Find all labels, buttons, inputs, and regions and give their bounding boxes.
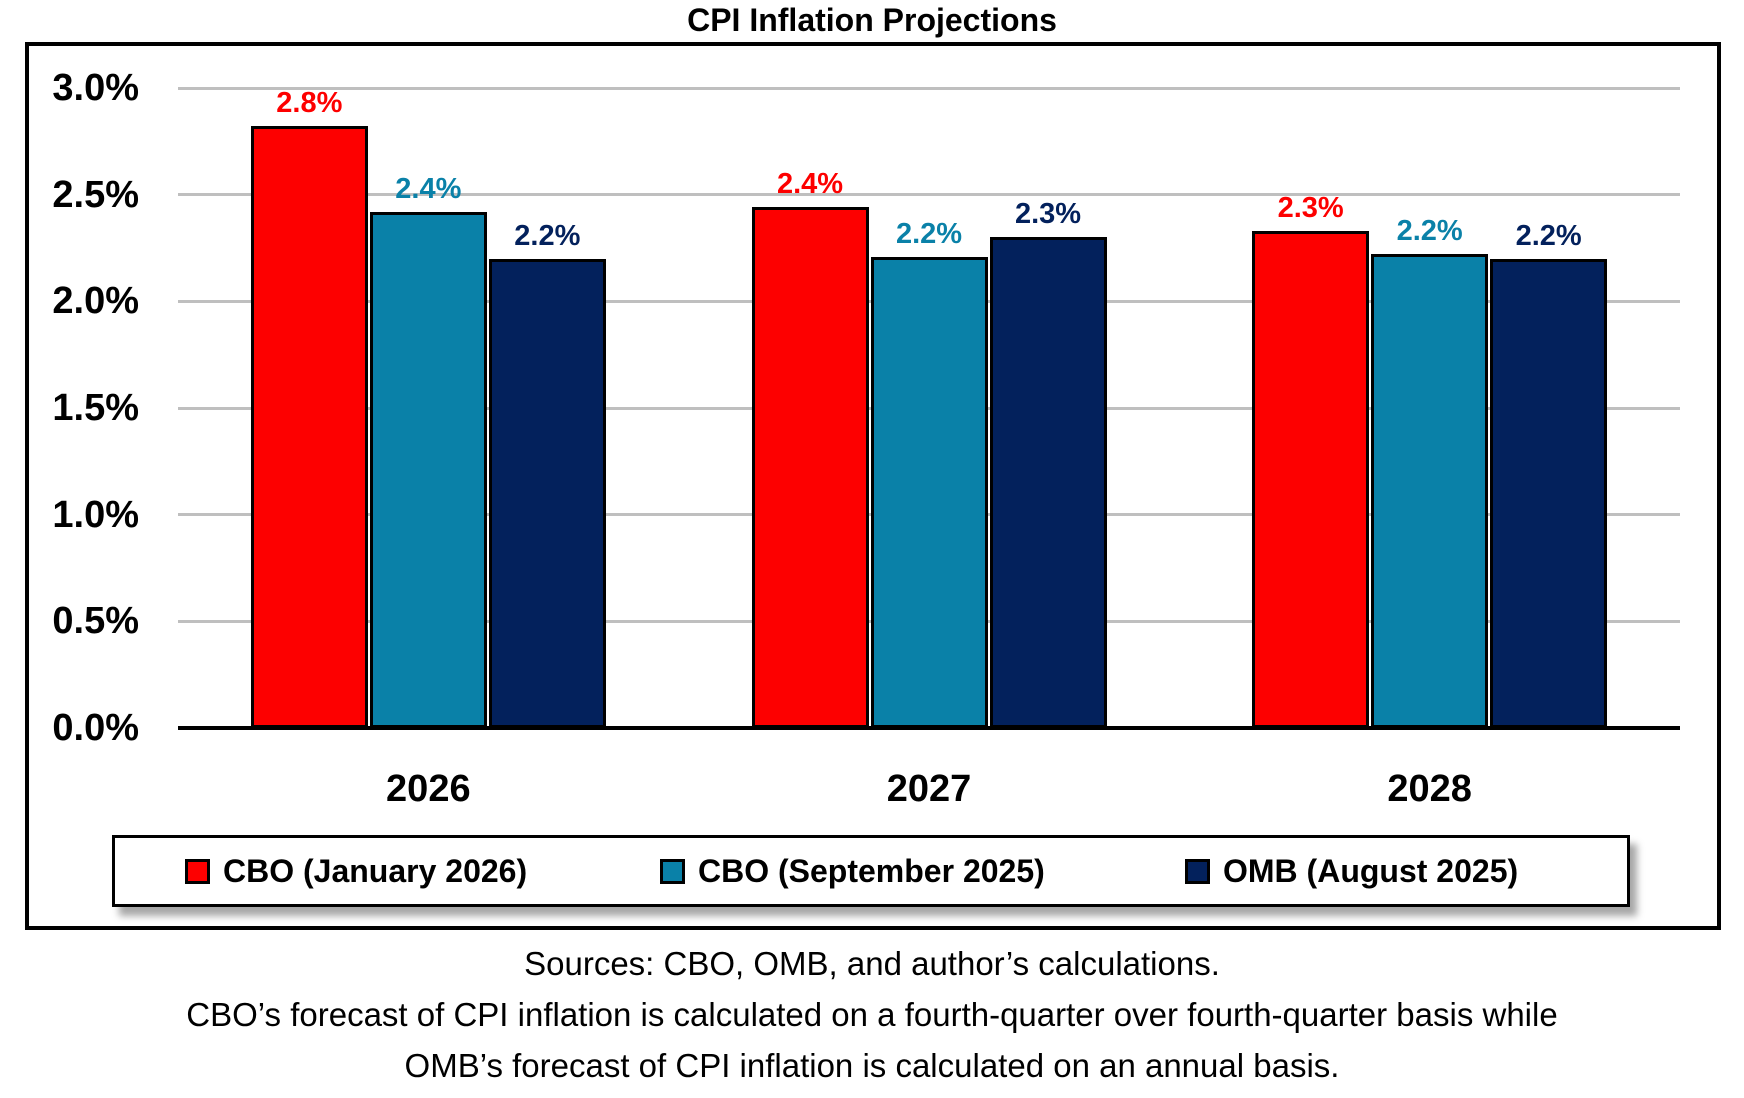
y-gridline xyxy=(178,193,1680,197)
bar-2028-omb-august-2025- xyxy=(1490,258,1608,728)
sources-line: Sources: CBO, OMB, and author’s calculat… xyxy=(524,945,1220,982)
bar-2027-cbo-september-2025- xyxy=(870,256,988,728)
legend-item: CBO (January 2026) xyxy=(185,838,527,904)
bar-2027-omb-august-2025- xyxy=(989,237,1107,728)
bar-value-label: 2.8% xyxy=(276,87,343,120)
chart-legend: CBO (January 2026) CBO (September 2025) OM… xyxy=(112,835,1630,907)
legend-swatch-cbo-september-2025- xyxy=(660,858,685,884)
chart-plot-area-frame: 3.0% 2.5% 2.0% 1.5% 1.0% 0.5% 0.0% 2.8% 2.4% 2.2%… xyxy=(25,42,1721,930)
bar-2027-cbo-january-2026- xyxy=(751,207,869,728)
bar-2026-omb-august-2025- xyxy=(488,258,606,728)
y-gridline xyxy=(178,86,1680,90)
note-line-1: CBO’s forecast of CPI inflation is calcu… xyxy=(186,996,1558,1033)
x-axis-line xyxy=(178,726,1680,730)
legend-item: OMB (August 2025) xyxy=(1185,838,1518,904)
chart-title: CPI Inflation Projections xyxy=(687,2,1057,38)
bar-value-label: 2.2% xyxy=(895,217,963,250)
bar-2026-cbo-september-2025- xyxy=(369,211,487,728)
note-line-2: OMB’s forecast of CPI inflation is calcu… xyxy=(404,1047,1340,1084)
y-axis-tick-label: 2.5% xyxy=(52,173,139,216)
legend-label: CBO (September 2025) xyxy=(698,852,1045,889)
x-axis-category-label: 2028 xyxy=(1387,768,1472,810)
bar-value-label: 2.3% xyxy=(1277,191,1344,224)
legend-item: CBO (September 2025) xyxy=(660,838,1045,904)
y-axis-tick-label: 0.5% xyxy=(52,600,139,643)
bar-2026-cbo-january-2026- xyxy=(250,126,368,728)
legend-swatch-cbo-january-2026- xyxy=(185,858,210,884)
plot-area: 3.0% 2.5% 2.0% 1.5% 1.0% 0.5% 0.0% 2.8% 2.4% 2.2%… xyxy=(29,46,1717,926)
legend-swatch-omb-august-2025- xyxy=(1185,858,1210,884)
bar-value-label: 2.2% xyxy=(514,219,581,252)
bar-value-label: 2.2% xyxy=(1396,215,1463,248)
bar-value-label: 2.2% xyxy=(1515,219,1582,252)
y-axis-tick-label: 3.0% xyxy=(52,67,139,109)
chart-footnote: Sources: CBO, OMB, and author’s calculat… xyxy=(0,938,1744,1091)
bar-2028-cbo-september-2025- xyxy=(1371,254,1489,728)
bar-value-label: 2.3% xyxy=(1014,198,1082,231)
y-axis-tick-label: 2.0% xyxy=(52,280,139,323)
x-axis-category-label: 2026 xyxy=(386,768,471,810)
legend-label: CBO (January 2026) xyxy=(223,852,528,889)
bar-2028-cbo-january-2026- xyxy=(1252,230,1370,728)
legend-label: OMB (August 2025) xyxy=(1223,852,1519,889)
y-axis-tick-label: 0.0% xyxy=(52,707,139,749)
bar-value-label: 2.4% xyxy=(395,172,462,205)
bar-value-label: 2.4% xyxy=(776,168,844,201)
y-axis-tick-label: 1.0% xyxy=(52,493,139,536)
y-axis-tick-label: 1.5% xyxy=(52,387,139,429)
x-axis-category-label: 2027 xyxy=(886,768,972,810)
